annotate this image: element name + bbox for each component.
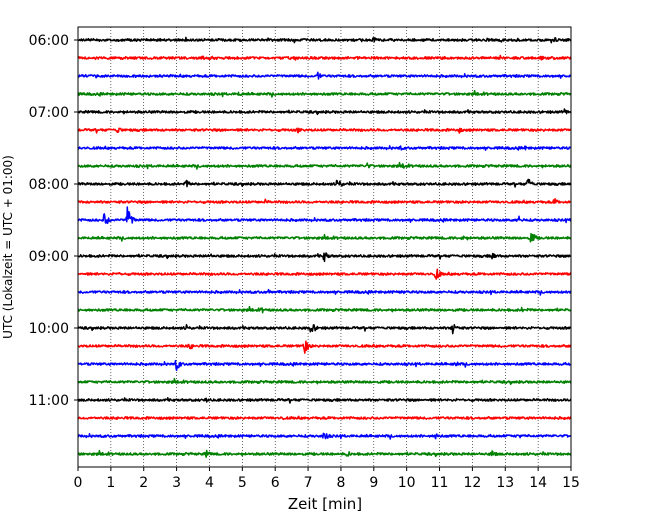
trace-0600	[77, 36, 572, 44]
trace-0830	[77, 206, 572, 225]
plot-area-frame	[77, 26, 572, 468]
trace-0800	[77, 178, 572, 188]
x-axis-label: Zeit [min]	[288, 495, 362, 513]
x-tick-label: 3	[172, 475, 181, 491]
x-axis-ticks: 0 1 2 3 4 5 6 7 8 9 10 11 12 13 14 15	[74, 467, 580, 491]
seismogram-traces	[77, 36, 572, 458]
x-tick-label: 1	[106, 475, 115, 491]
y-axis-ticks: 06:00 07:00 08:00 09:00 10:00 11:00	[29, 33, 78, 409]
trace-1115	[77, 415, 572, 421]
trace-0945	[77, 305, 572, 314]
x-tick-label: 14	[529, 475, 547, 491]
trace-0645	[77, 89, 572, 98]
y-tick-label: 09:00	[29, 249, 69, 265]
x-tick-label: 9	[369, 475, 378, 491]
x-tick-label: 10	[398, 475, 416, 491]
trace-0730	[77, 145, 572, 151]
y-tick-label: 11:00	[29, 393, 69, 409]
x-tick-label: 5	[238, 475, 247, 491]
x-tick-label: 8	[336, 475, 345, 491]
trace-0915	[77, 268, 572, 280]
x-tick-label: 0	[74, 475, 83, 491]
vertical-gridlines	[110, 27, 539, 467]
x-tick-label: 13	[496, 475, 514, 491]
trace-0745	[77, 161, 572, 170]
trace-1100	[77, 397, 572, 404]
x-tick-label: 11	[431, 475, 449, 491]
trace-1145	[77, 449, 572, 458]
trace-0715	[77, 127, 572, 134]
trace-0930	[77, 288, 572, 296]
trace-0700	[77, 108, 572, 116]
y-tick-label: 10:00	[29, 321, 69, 337]
trace-0615	[77, 54, 572, 61]
trace-1015	[77, 340, 572, 354]
y-tick-label: 07:00	[29, 105, 69, 121]
x-tick-label: 12	[463, 475, 481, 491]
trace-0900	[77, 252, 572, 263]
x-tick-label: 7	[304, 475, 313, 491]
x-tick-label: 15	[562, 475, 580, 491]
trace-1000	[77, 323, 572, 335]
y-tick-label: 06:00	[29, 33, 69, 49]
y-axis-label: UTC (Lokalzeit = UTC + 01:00)	[1, 155, 15, 339]
trace-1030	[77, 359, 572, 372]
x-tick-label: 2	[139, 475, 148, 491]
x-tick-label: 6	[271, 475, 280, 491]
trace-0630	[77, 71, 572, 80]
trace-1045	[77, 377, 572, 386]
y-tick-label: 08:00	[29, 177, 69, 193]
trace-0815	[77, 197, 572, 205]
trace-1130	[77, 432, 572, 440]
x-tick-label: 4	[205, 475, 214, 491]
trace-0845	[77, 232, 572, 243]
